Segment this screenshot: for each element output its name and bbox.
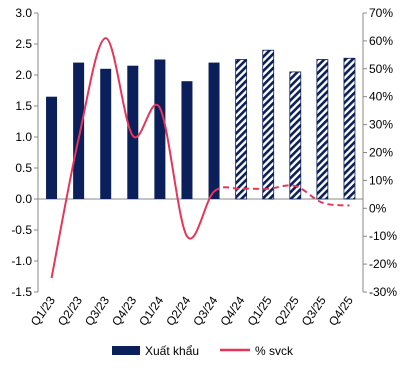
bar [181, 81, 192, 199]
bar-forecast [290, 72, 301, 199]
x-tick-label: Q3/23 [82, 293, 112, 328]
bar [46, 97, 57, 199]
bar [73, 63, 84, 199]
x-tick-label: Q1/24 [136, 293, 166, 328]
y-right-tick-label: -20% [369, 257, 397, 271]
y-right-tick-label: -30% [369, 285, 397, 299]
bar-forecast [344, 58, 355, 199]
y-right-tick-label: 10% [369, 173, 393, 187]
y-right-tick-label: -10% [369, 229, 397, 243]
x-tick-label: Q1/25 [244, 293, 274, 328]
y-left-tick-label: 3.0 [15, 6, 32, 20]
y-right-tick-label: 60% [369, 34, 393, 48]
y-left-tick-label: 1.0 [15, 130, 32, 144]
legend-swatch-bars [112, 346, 140, 355]
x-tick-label: Q2/24 [163, 293, 193, 328]
legend-label-bars: Xuất khẩu [145, 344, 199, 358]
x-tick-label: Q3/25 [299, 293, 329, 328]
bar [127, 66, 138, 199]
y-left-tick-label: 2.0 [15, 68, 32, 82]
y-left-tick-label: 0.5 [15, 161, 32, 175]
legend-label-line: % svck [255, 344, 294, 358]
x-tick-label: Q4/23 [109, 293, 139, 328]
y-right-tick-label: 20% [369, 146, 393, 160]
bar [100, 69, 111, 199]
x-tick-label: Q4/24 [217, 293, 247, 328]
y-left-tick-label: 2.5 [15, 37, 32, 51]
y-left-tick-label: -0.5 [11, 223, 32, 237]
bar-forecast [236, 60, 247, 200]
y-left-tick-label: -1.0 [11, 254, 32, 268]
y-left-tick-label: 1.5 [15, 99, 32, 113]
x-tick-label: Q4/25 [326, 293, 356, 328]
x-tick-label: Q2/23 [55, 293, 85, 328]
y-right-tick-label: 40% [369, 90, 393, 104]
x-tick-label: Q1/23 [28, 293, 58, 328]
y-right-tick-label: 50% [369, 62, 393, 76]
line-series-forecast [214, 185, 349, 205]
bar [209, 63, 220, 199]
y-left-tick-label: -1.5 [11, 285, 32, 299]
bar-forecast [317, 60, 328, 200]
bar [154, 60, 165, 200]
y-right-tick-label: 0% [369, 201, 387, 215]
y-right-tick-label: 30% [369, 118, 393, 132]
x-tick-label: Q2/25 [272, 293, 302, 328]
y-left-tick-label: 0.0 [15, 192, 32, 206]
bar-forecast [263, 50, 274, 199]
x-tick-label: Q3/24 [190, 293, 220, 328]
y-right-tick-label: 70% [369, 6, 393, 20]
